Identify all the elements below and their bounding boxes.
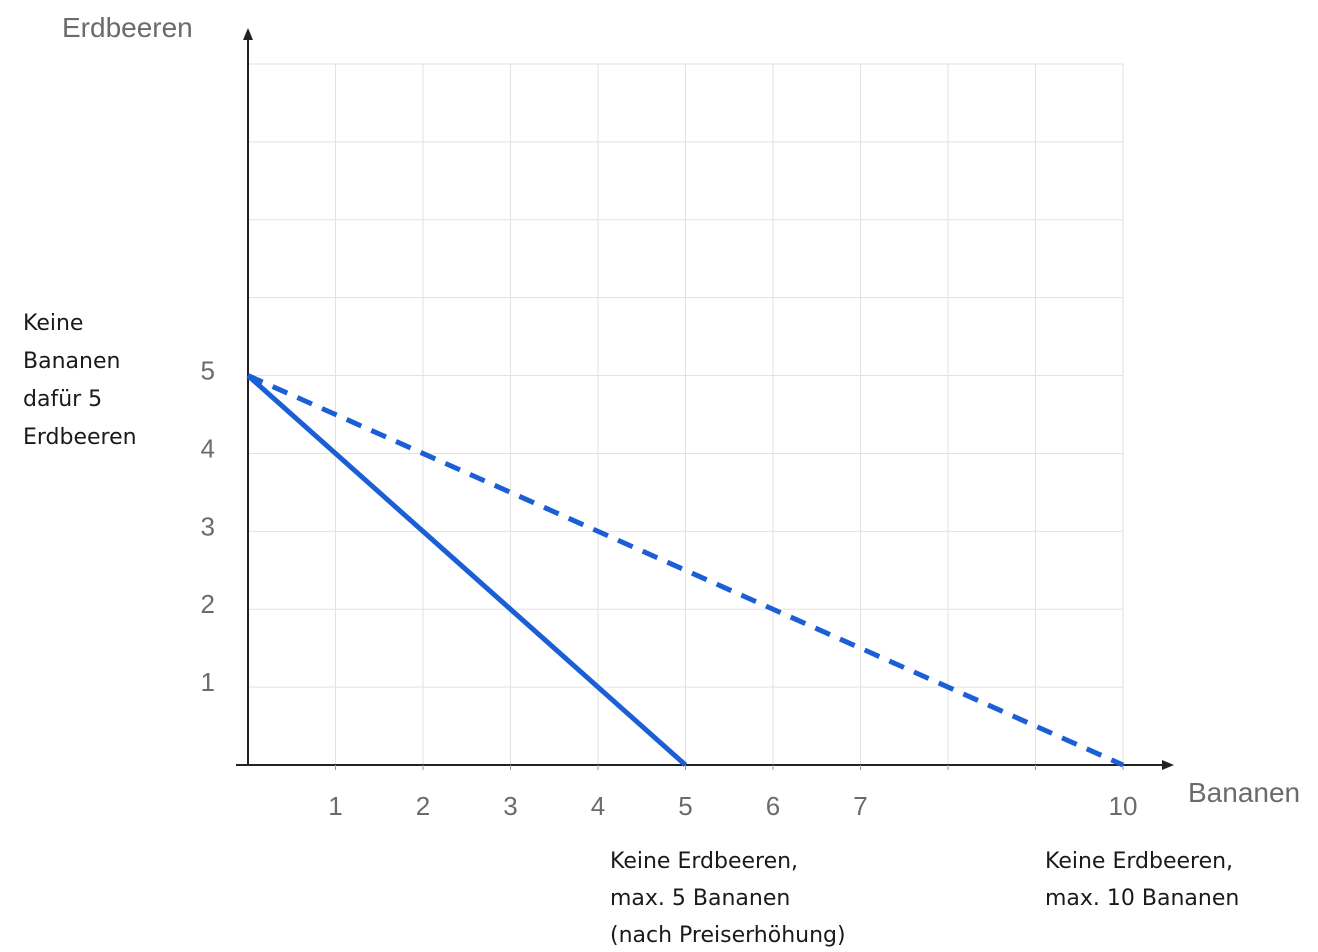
y-tick-label: 4	[201, 433, 215, 463]
x-tick-label: 7	[853, 791, 867, 821]
annotation-line: Keine Erdbeeren,	[610, 849, 798, 874]
x-tick-label: 10	[1109, 791, 1138, 821]
y-intercept-annotation: Keine Bananen dafür 5 Erdbeeren	[23, 311, 137, 450]
x-tick-label: 1	[328, 791, 342, 821]
x-tick-label: 4	[591, 791, 605, 821]
x-intercept-solid-annotation: Keine Erdbeeren, max. 5 Bananen (nach Prei…	[610, 849, 846, 948]
x-intercept-dashed-annotation: Keine Erdbeeren, max. 10 Bananen	[1045, 849, 1239, 911]
x-axis-title: Bananen	[1188, 777, 1300, 808]
x-axis-arrow	[1162, 760, 1174, 770]
series-layer	[246, 373, 1125, 768]
y-tick-label: 2	[201, 589, 215, 619]
annotation-line: (nach Preiserhöhung)	[610, 923, 846, 948]
annotation-line: Bananen	[23, 349, 120, 374]
x-tick-label: 6	[766, 791, 780, 821]
budget-line-dashed	[246, 373, 1125, 768]
x-tick-label: 2	[416, 791, 430, 821]
axes	[236, 28, 1174, 770]
y-axis-title: Erdbeeren	[62, 12, 193, 43]
annotation-line: dafür 5	[23, 387, 102, 412]
grid	[248, 63, 1124, 765]
x-tick-label: 5	[678, 791, 692, 821]
y-tick-labels: 1 2 3 4 5	[201, 356, 215, 698]
annotation-line: Erdbeeren	[23, 425, 137, 450]
x-tick-label: 3	[503, 791, 517, 821]
annotation-line: max. 10 Bananen	[1045, 886, 1239, 911]
y-tick-label: 1	[201, 667, 215, 697]
y-axis-arrow	[243, 28, 253, 40]
budget-line-solid	[246, 373, 688, 767]
y-tick-label: 3	[201, 511, 215, 541]
annotation-line: max. 5 Bananen	[610, 886, 790, 911]
annotation-line: Keine	[23, 311, 83, 336]
y-tick-label: 5	[201, 356, 215, 386]
x-tick-labels: 1 2 3 4 5 6 7 10	[328, 791, 1137, 821]
annotation-line: Keine Erdbeeren,	[1045, 849, 1233, 874]
